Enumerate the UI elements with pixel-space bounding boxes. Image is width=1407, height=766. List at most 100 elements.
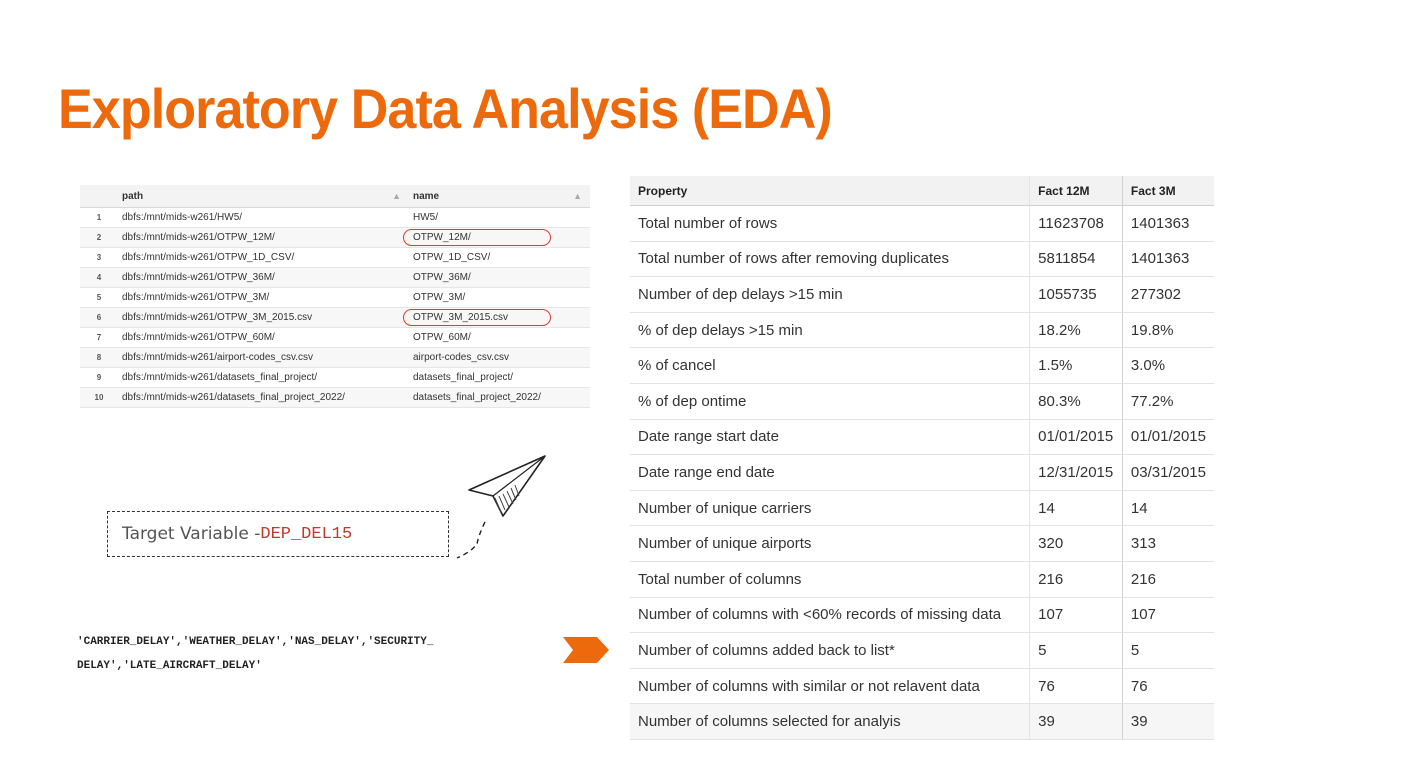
fact-12m-cell: 01/01/2015 [1029, 419, 1123, 456]
row-index: 9 [80, 367, 118, 388]
delay-columns-line2: DELAY','LATE_AIRCRAFT_DELAY' [77, 660, 262, 672]
property-cell: Number of columns with similar or not re… [630, 668, 1030, 705]
table-row[interactable]: 6 dbfs:/mnt/mids-w261/OTPW_3M_2015.csv OTP… [80, 307, 590, 328]
row-index: 8 [80, 347, 118, 368]
fact-12m-cell: 39 [1029, 703, 1123, 740]
table-row[interactable]: 9 dbfs:/mnt/mids-w261/datasets_final_proj… [80, 367, 590, 388]
property-cell: Number of columns added back to list* [630, 632, 1030, 669]
fact-3m-cell: 39 [1121, 703, 1214, 740]
path-cell[interactable]: dbfs:/mnt/mids-w261/datasets_final_proje… [118, 367, 409, 388]
table-row[interactable]: 7 dbfs:/mnt/mids-w261/OTPW_60M/OTPW_60M/ [80, 327, 590, 348]
row-index: 4 [80, 267, 118, 288]
table-row: Total number of columns 216 216 [630, 561, 1214, 598]
path-cell[interactable]: dbfs:/mnt/mids-w261/OTPW_3M_2015.csv [118, 307, 409, 328]
property-cell: % of dep ontime [630, 383, 1030, 420]
table-row: Number of unique airports 320 313 [630, 525, 1214, 562]
name-cell[interactable]: datasets_final_project_2022/ [409, 387, 590, 408]
table-row[interactable]: 2 dbfs:/mnt/mids-w261/OTPW_12M/OTPW_12M/ [80, 227, 590, 248]
property-cell: Number of columns with <60% records of m… [630, 597, 1030, 634]
row-index: 5 [80, 287, 118, 308]
name-cell[interactable]: OTPW_60M/ [409, 327, 590, 348]
table-row[interactable]: 1 dbfs:/mnt/mids-w261/HW5/HW5/ [80, 207, 590, 228]
property-cell: Date range start date [630, 419, 1030, 456]
table-row: Date range start date 01/01/2015 01/01/201… [630, 419, 1214, 456]
target-variable-box: Target Variable - DEP_DEL15 [107, 511, 449, 557]
path-cell[interactable]: dbfs:/mnt/mids-w261/OTPW_36M/ [118, 267, 409, 288]
row-index: 6 [80, 307, 118, 328]
table-row: Total number of rows after removing dupl… [630, 241, 1214, 278]
property-cell: % of cancel [630, 347, 1030, 384]
table-row[interactable]: 8 dbfs:/mnt/mids-w261/airport-codes_csv.c… [80, 347, 590, 368]
path-cell[interactable]: dbfs:/mnt/mids-w261/OTPW_1D_CSV/ [118, 247, 409, 268]
delay-columns-line1: 'CARRIER_DELAY','WEATHER_DELAY','NAS_DEL… [77, 636, 434, 648]
column-header-path[interactable]: path ▲ [118, 185, 409, 208]
property-cell: % of dep delays >15 min [630, 312, 1030, 349]
row-index: 2 [80, 227, 118, 248]
name-cell[interactable]: datasets_final_project/ [409, 367, 590, 388]
path-cell[interactable]: dbfs:/mnt/mids-w261/airport-codes_csv.cs… [118, 347, 409, 368]
fact-12m-cell: 1055735 [1029, 276, 1123, 313]
property-cell: Total number of rows after removing dupl… [630, 241, 1030, 278]
table-row[interactable]: 3 dbfs:/mnt/mids-w261/OTPW_1D_CSV/OTPW_1D… [80, 247, 590, 268]
row-index: 10 [80, 387, 118, 408]
fact-12m-cell: 80.3% [1029, 383, 1123, 420]
fact-3m-cell: 77.2% [1121, 383, 1214, 420]
table-row[interactable]: 4 dbfs:/mnt/mids-w261/OTPW_36M/OTPW_36M/ [80, 267, 590, 288]
path-table: path ▲ name ▲ 1 dbfs:/mnt/mids-w261/HW5/H… [80, 185, 590, 408]
fact-12m-cell: 107 [1029, 597, 1123, 634]
fact-12m-cell: 11623708 [1029, 205, 1123, 242]
property-cell: Date range end date [630, 454, 1030, 491]
path-cell[interactable]: dbfs:/mnt/mids-w261/OTPW_3M/ [118, 287, 409, 308]
fact-3m-cell: 19.8% [1121, 312, 1214, 349]
fact-12m-cell: 320 [1029, 525, 1123, 562]
property-table-header: Property Fact 12M Fact 3M [630, 176, 1214, 206]
column-header-property: Property [630, 176, 1030, 206]
name-cell[interactable]: OTPW_1D_CSV/ [409, 247, 590, 268]
fact-3m-cell: 1401363 [1121, 205, 1214, 242]
column-header-fact-3m: Fact 3M [1121, 176, 1214, 206]
table-row: % of dep delays >15 min 18.2% 19.8% [630, 312, 1214, 349]
fact-3m-cell: 03/31/2015 [1121, 454, 1214, 491]
name-cell[interactable]: OTPW_12M/ [403, 227, 590, 248]
fact-3m-cell: 1401363 [1121, 241, 1214, 278]
name-cell[interactable]: airport-codes_csv.csv [409, 347, 590, 368]
fact-12m-cell: 5811854 [1029, 241, 1123, 278]
column-header-name[interactable]: name ▲ [409, 185, 590, 208]
path-cell[interactable]: dbfs:/mnt/mids-w261/OTPW_12M/ [118, 227, 409, 248]
path-cell[interactable]: dbfs:/mnt/mids-w261/OTPW_60M/ [118, 327, 409, 348]
table-row: Number of unique carriers 14 14 [630, 490, 1214, 527]
table-row: % of cancel 1.5% 3.0% [630, 347, 1214, 384]
sort-icon[interactable]: ▲ [573, 191, 582, 201]
fact-3m-cell: 76 [1121, 668, 1214, 705]
name-cell[interactable]: OTPW_3M/ [409, 287, 590, 308]
path-cell[interactable]: dbfs:/mnt/mids-w261/HW5/ [118, 207, 409, 228]
fact-3m-cell: 5 [1121, 632, 1214, 669]
table-row: Date range end date 12/31/2015 03/31/2015 [630, 454, 1214, 491]
table-row: Number of columns with <60% records of m… [630, 597, 1214, 634]
path-table-header: path ▲ name ▲ [80, 185, 590, 208]
fact-3m-cell: 107 [1121, 597, 1214, 634]
fact-12m-cell: 18.2% [1029, 312, 1123, 349]
fact-12m-cell: 1.5% [1029, 347, 1123, 384]
fact-12m-cell: 12/31/2015 [1029, 454, 1123, 491]
paper-plane-icon [456, 455, 546, 559]
delay-columns-list: 'CARRIER_DELAY','WEATHER_DELAY','NAS_DEL… [77, 630, 547, 678]
fact-3m-cell: 216 [1121, 561, 1214, 598]
property-cell: Total number of rows [630, 205, 1030, 242]
name-cell[interactable]: HW5/ [409, 207, 590, 228]
fact-3m-cell: 313 [1121, 525, 1214, 562]
table-row: Number of columns with similar or not re… [630, 668, 1214, 705]
table-row: % of dep ontime 80.3% 77.2% [630, 383, 1214, 420]
row-index: 3 [80, 247, 118, 268]
path-cell[interactable]: dbfs:/mnt/mids-w261/datasets_final_proje… [118, 387, 409, 408]
chevron-right-icon [563, 637, 609, 663]
fact-12m-cell: 216 [1029, 561, 1123, 598]
target-variable-code: DEP_DEL15 [260, 524, 353, 544]
property-table: Property Fact 12M Fact 3M Total number o… [630, 176, 1214, 740]
slide-title: Exploratory Data Analysis (EDA) [58, 77, 833, 140]
name-cell[interactable]: OTPW_3M_2015.csv [403, 307, 590, 328]
name-cell[interactable]: OTPW_36M/ [409, 267, 590, 288]
sort-icon[interactable]: ▲ [392, 191, 401, 201]
table-row[interactable]: 5 dbfs:/mnt/mids-w261/OTPW_3M/OTPW_3M/ [80, 287, 590, 308]
table-row[interactable]: 10 dbfs:/mnt/mids-w261/datasets_final_pro… [80, 387, 590, 408]
